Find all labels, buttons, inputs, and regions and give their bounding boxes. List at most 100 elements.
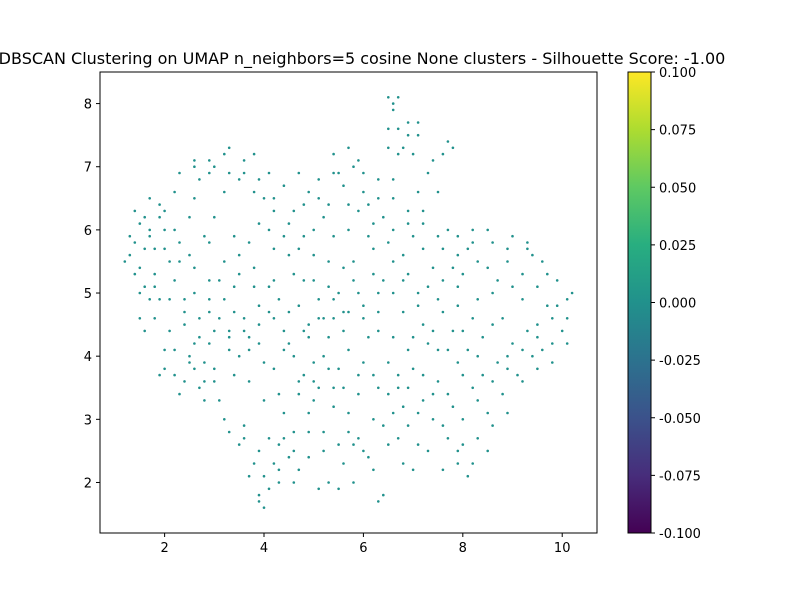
data-point (178, 171, 181, 175)
data-point (501, 392, 504, 396)
data-point (178, 260, 181, 263)
data-point (272, 209, 276, 213)
data-point (213, 329, 216, 333)
data-point (322, 354, 325, 358)
data-point (347, 228, 350, 232)
data-point (531, 253, 534, 257)
colorbar-tick-label: 0.000 (659, 297, 696, 312)
data-point (193, 197, 196, 200)
data-point (257, 178, 261, 181)
x-tick-label: 4 (260, 541, 268, 556)
data-point (491, 424, 494, 427)
data-point (272, 367, 276, 371)
data-point (193, 342, 196, 345)
data-point (531, 354, 534, 358)
data-point (307, 430, 311, 434)
data-point (307, 455, 311, 459)
data-point (362, 317, 365, 320)
data-point (396, 127, 400, 131)
data-point (441, 468, 445, 472)
x-tick-label: 2 (160, 541, 168, 556)
data-point (506, 354, 509, 358)
data-point (183, 310, 186, 314)
colorbar-tick-label: -0.025 (659, 354, 701, 369)
data-point (431, 329, 435, 333)
data-point (252, 190, 256, 194)
y-tick-label: 8 (84, 98, 92, 113)
data-point (218, 317, 221, 320)
data-point (506, 260, 509, 263)
data-point (272, 197, 276, 200)
data-point (476, 399, 480, 402)
data-point (446, 437, 450, 440)
data-point (312, 361, 316, 364)
data-point (401, 405, 405, 409)
data-point (153, 317, 156, 320)
data-point (287, 222, 291, 225)
data-point (347, 348, 350, 352)
data-point (352, 481, 355, 484)
data-point (287, 342, 291, 345)
data-point (451, 405, 455, 409)
data-point (267, 285, 271, 289)
data-point (391, 291, 395, 295)
data-point (426, 171, 430, 175)
data-point (476, 260, 480, 263)
data-point (357, 159, 360, 162)
data-point (426, 342, 430, 345)
data-point (396, 96, 400, 99)
data-point (277, 443, 281, 446)
data-point (193, 367, 196, 371)
y-tick-label: 3 (84, 413, 92, 428)
data-point (352, 165, 355, 168)
data-point (456, 304, 460, 308)
data-point (282, 348, 286, 352)
data-point (133, 241, 137, 244)
data-point (332, 152, 335, 156)
data-point (362, 361, 365, 364)
data-point (372, 373, 375, 377)
colorbar-tick-label: -0.050 (659, 412, 701, 427)
data-point (148, 234, 151, 238)
data-point (257, 342, 261, 345)
data-point (173, 373, 176, 377)
data-point (511, 342, 514, 345)
data-point (277, 298, 281, 301)
data-point (466, 247, 470, 251)
data-point (163, 209, 166, 213)
data-point (277, 468, 281, 472)
data-point (198, 335, 201, 339)
data-point (461, 329, 465, 333)
data-point (297, 171, 301, 175)
data-point (277, 392, 281, 396)
data-point (436, 234, 440, 238)
data-point (396, 437, 400, 440)
colorbar-tick-label: 0.100 (659, 66, 696, 81)
data-point (481, 373, 485, 377)
data-point (292, 272, 296, 276)
data-point (287, 253, 291, 257)
y-tick-label: 5 (84, 287, 92, 302)
data-point (198, 317, 201, 320)
data-point (302, 329, 306, 333)
data-point (272, 317, 276, 320)
data-point (158, 215, 161, 219)
data-point (362, 190, 365, 194)
data-point (252, 462, 256, 465)
data-point (486, 228, 490, 232)
data-point (391, 178, 395, 181)
data-point (471, 386, 475, 390)
data-point (332, 171, 335, 175)
data-point (322, 215, 325, 219)
data-point (421, 399, 425, 402)
data-point (307, 411, 311, 415)
x-tick-label: 10 (554, 541, 571, 556)
data-point (387, 241, 390, 244)
data-point (282, 234, 286, 238)
data-point (377, 329, 380, 333)
data-point (327, 367, 330, 371)
data-point (332, 405, 335, 409)
data-point (332, 298, 335, 301)
data-point (456, 253, 460, 257)
data-point (163, 247, 166, 251)
